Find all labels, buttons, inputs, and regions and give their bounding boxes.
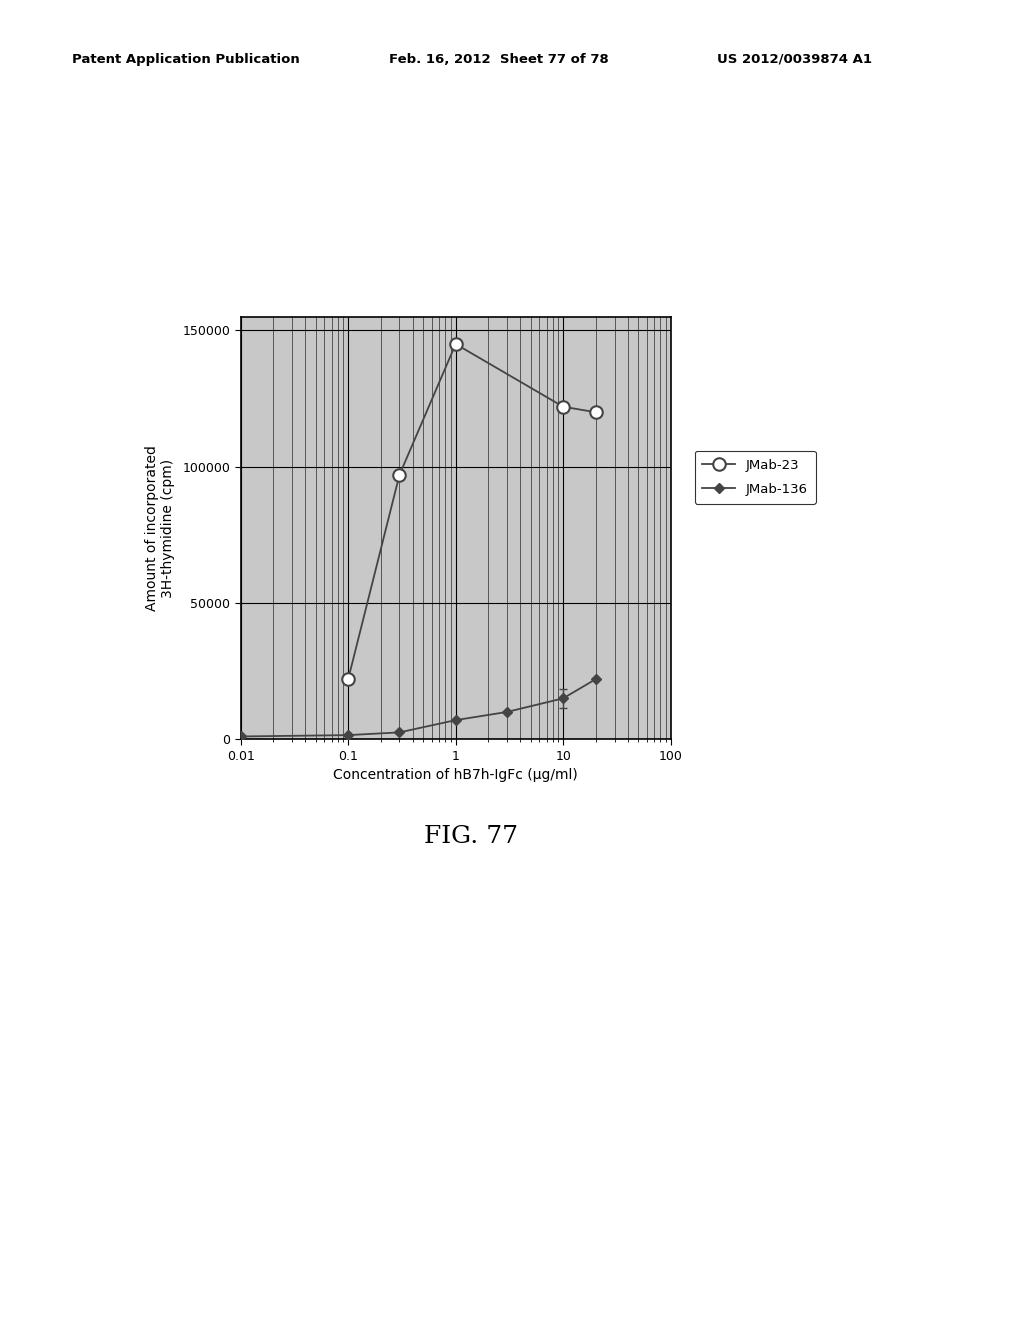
Text: Feb. 16, 2012  Sheet 77 of 78: Feb. 16, 2012 Sheet 77 of 78 <box>389 53 609 66</box>
JMab-23 <box>557 399 569 414</box>
Legend: JMab-23, JMab-136: JMab-23, JMab-136 <box>694 450 816 504</box>
JMab-136 <box>590 672 602 688</box>
JMab-136 <box>342 727 354 743</box>
X-axis label: Concentration of hB7h-IgFc (μg/ml): Concentration of hB7h-IgFc (μg/ml) <box>333 768 579 783</box>
Line: JMab-23: JMab-23 <box>342 338 602 685</box>
JMab-23 <box>450 337 462 352</box>
JMab-136 <box>501 704 513 719</box>
Y-axis label: Amount of incorporated
3H-thymidine (cpm): Amount of incorporated 3H-thymidine (cpm… <box>145 445 175 611</box>
JMab-136 <box>393 725 406 741</box>
JMab-23 <box>342 672 354 688</box>
Line: JMab-136: JMab-136 <box>238 676 599 741</box>
JMab-136 <box>557 690 569 706</box>
Text: FIG. 77: FIG. 77 <box>424 825 518 847</box>
JMab-23 <box>393 467 406 483</box>
JMab-136 <box>450 713 462 729</box>
Text: Patent Application Publication: Patent Application Publication <box>72 53 299 66</box>
JMab-136 <box>234 729 247 744</box>
JMab-23 <box>590 404 602 420</box>
Text: US 2012/0039874 A1: US 2012/0039874 A1 <box>717 53 871 66</box>
